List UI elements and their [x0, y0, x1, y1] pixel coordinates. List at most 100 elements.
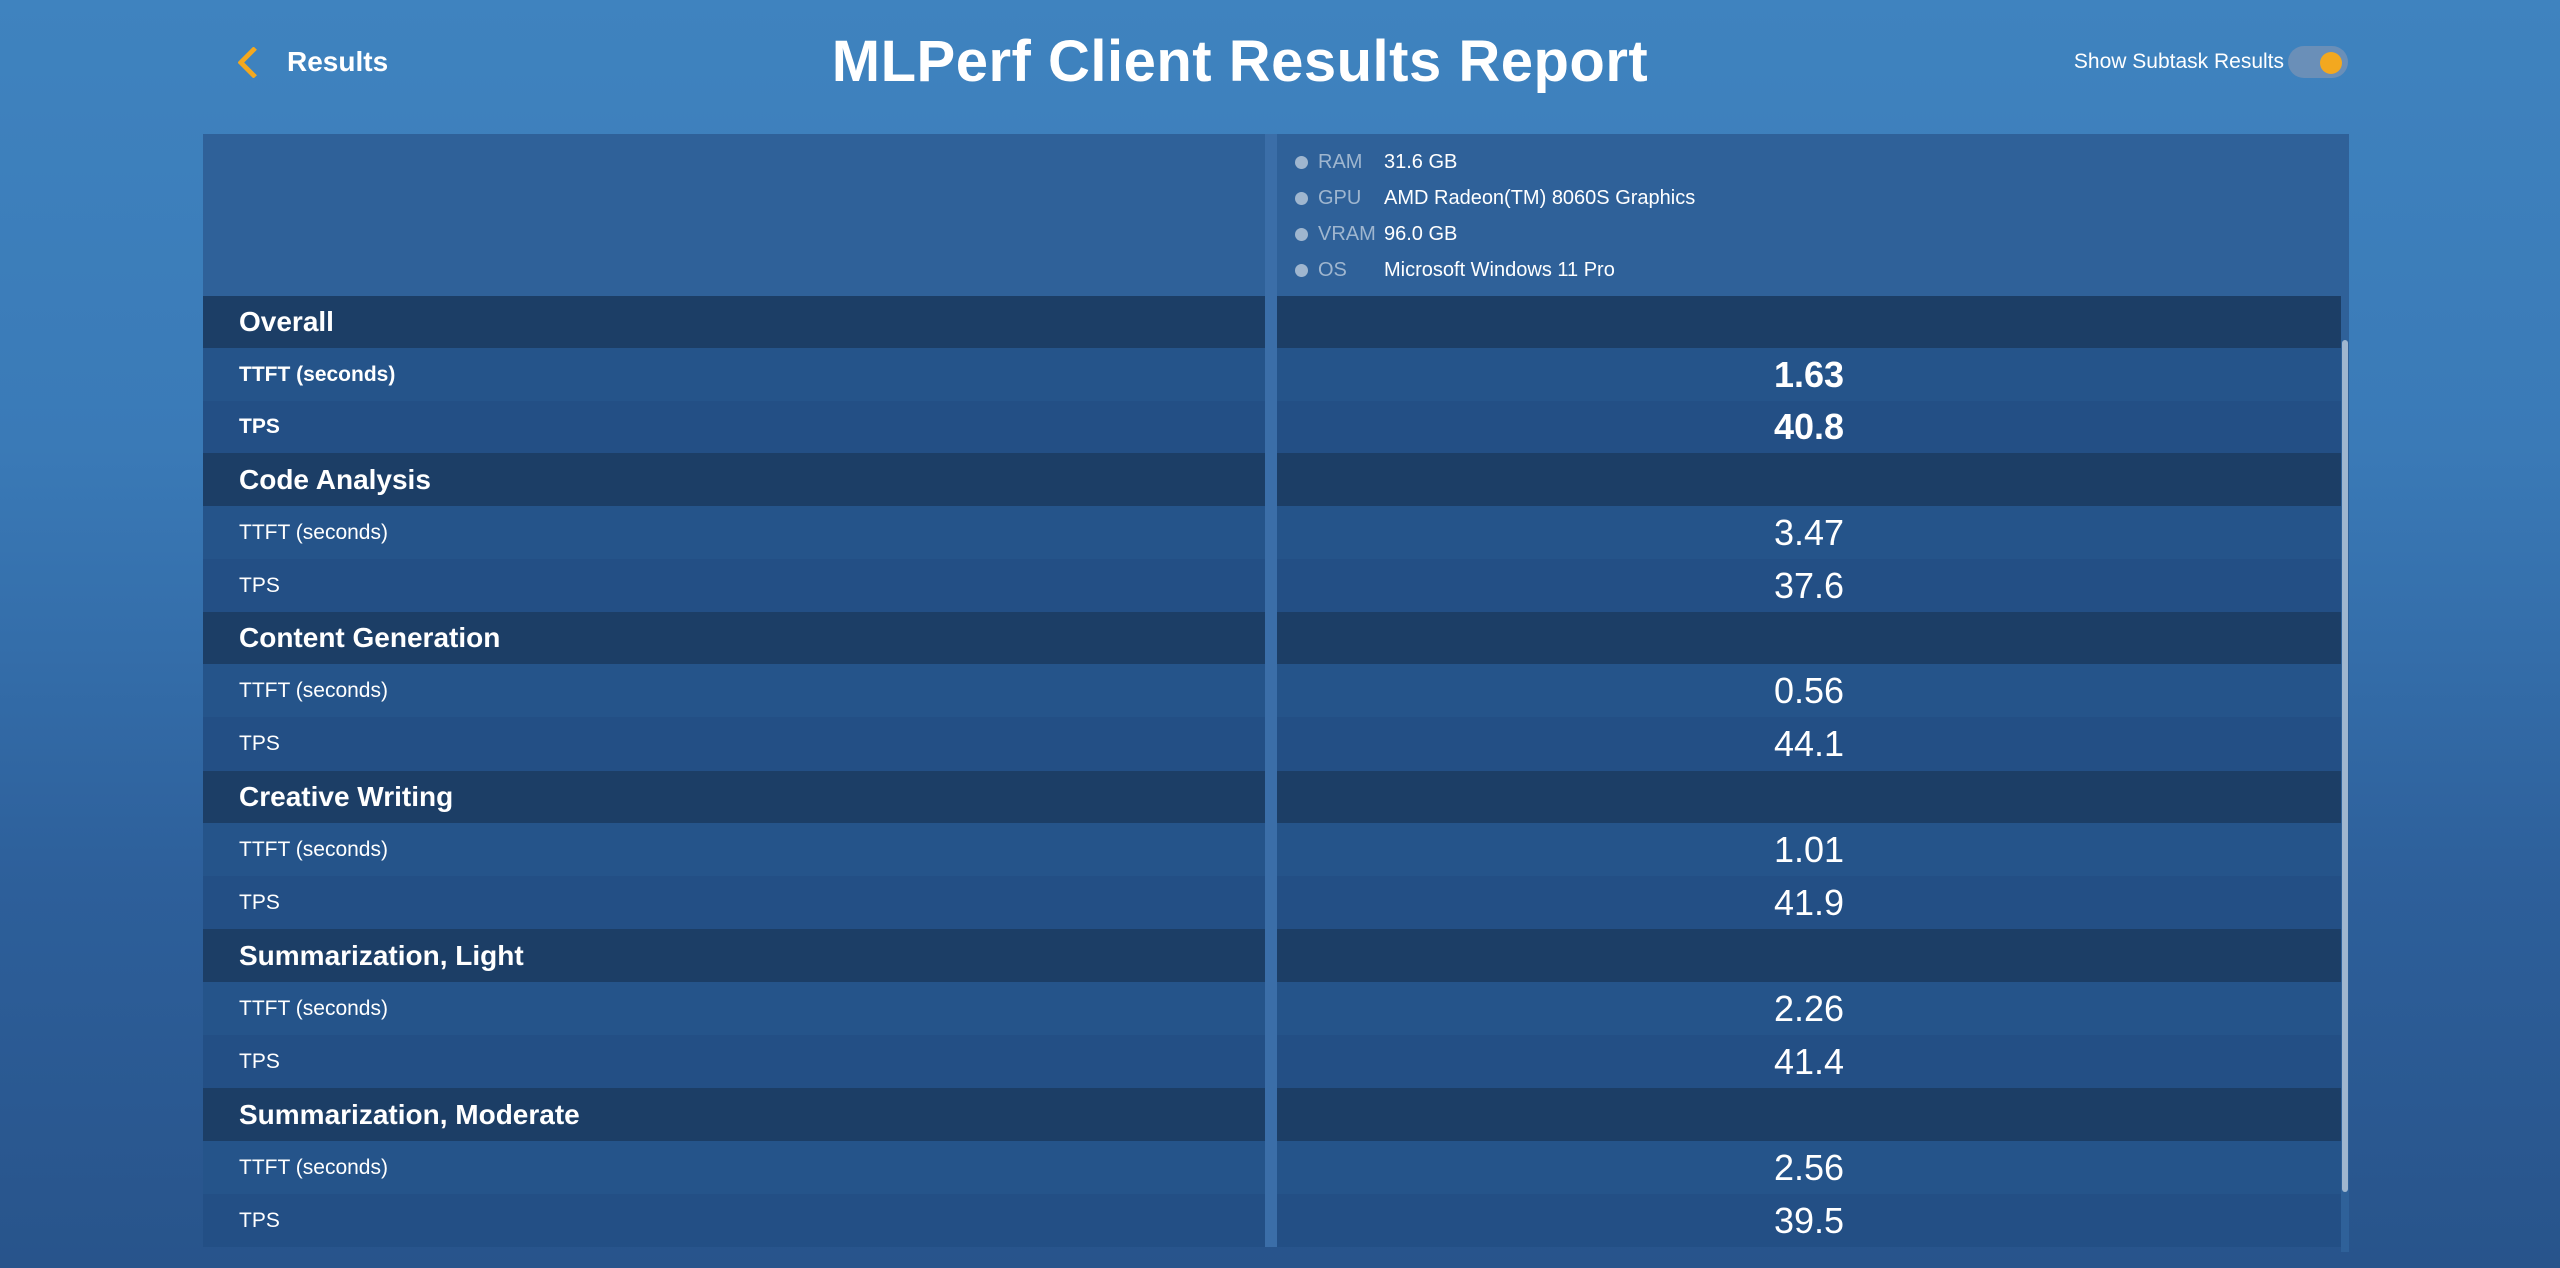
- column-divider: [1265, 506, 1277, 559]
- back-button[interactable]: Results: [234, 42, 388, 82]
- spec-os: OS Microsoft Windows 11 Pro: [1295, 252, 2341, 288]
- section-header-overall: Overall: [203, 296, 2341, 348]
- metric-label: TTFT (seconds): [203, 506, 1265, 559]
- column-divider: [1265, 1088, 1277, 1141]
- metric-label: TPS: [203, 876, 1265, 929]
- metric-value: 41.9: [1277, 876, 2341, 929]
- section-title: Overall: [203, 296, 1265, 348]
- column-divider: [1265, 401, 1277, 453]
- system-info-row: RAM 31.6 GB GPU AMD Radeon(TM) 8060S Gra…: [203, 134, 2341, 296]
- metric-label: TPS: [203, 717, 1265, 771]
- metric-label: TTFT (seconds): [203, 664, 1265, 717]
- spec-gpu: GPU AMD Radeon(TM) 8060S Graphics: [1295, 180, 2341, 216]
- back-label: Results: [287, 46, 389, 77]
- table-row: TTFT (seconds) 2.26: [203, 982, 2341, 1035]
- table-row: TTFT (seconds) 0.56: [203, 664, 2341, 717]
- column-divider: [1265, 134, 1277, 296]
- spec-value: Microsoft Windows 11 Pro: [1384, 258, 1615, 281]
- spec-key: VRAM: [1318, 222, 1376, 245]
- table-row: TTFT (seconds) 1.63: [203, 348, 2341, 401]
- metric-label: TPS: [203, 401, 1265, 453]
- system-info-left-cell: [203, 134, 1265, 296]
- section-header-creative-writing: Creative Writing: [203, 771, 2341, 823]
- spec-ram: RAM 31.6 GB: [1295, 144, 2341, 180]
- metric-value: 3.47: [1277, 506, 2341, 559]
- toggle-label: Show Subtask Results: [2073, 50, 2284, 73]
- section-header-summarization-light: Summarization, Light: [203, 929, 2341, 982]
- metric-value: 41.4: [1277, 1035, 2341, 1088]
- table-row: TPS 44.1: [203, 717, 2341, 771]
- table-row: TTFT (seconds) 3.47: [203, 506, 2341, 559]
- section-header-value-cell: [1277, 453, 2341, 506]
- bullet-icon: [1295, 227, 1308, 241]
- column-divider: [1265, 453, 1277, 506]
- section-title: Creative Writing: [203, 771, 1265, 823]
- system-specs: RAM 31.6 GB GPU AMD Radeon(TM) 8060S Gra…: [1277, 134, 2341, 296]
- column-divider: [1265, 1141, 1277, 1194]
- show-subtask-toggle[interactable]: [2288, 46, 2348, 78]
- table-row: TPS 39.5: [203, 1194, 2341, 1247]
- spec-value: 31.6 GB: [1384, 150, 1458, 173]
- spec-value: 96.0 GB: [1384, 222, 1458, 245]
- column-divider: [1265, 929, 1277, 982]
- section-header-value-cell: [1277, 771, 2341, 823]
- metric-value: 1.63: [1277, 348, 2341, 401]
- subtask-toggle-group: Show Subtask Results: [2074, 44, 2348, 80]
- metric-value: 0.56: [1277, 664, 2341, 717]
- section-title: Summarization, Moderate: [203, 1088, 1265, 1141]
- column-divider: [1265, 348, 1277, 401]
- metric-label: TPS: [203, 1035, 1265, 1088]
- metric-label: TPS: [203, 559, 1265, 612]
- section-header-value-cell: [1277, 929, 2341, 982]
- column-divider: [1265, 982, 1277, 1035]
- page-title: MLPerf Client Results Report: [831, 29, 1649, 94]
- table-row: TPS 40.8: [203, 401, 2341, 453]
- column-divider: [1265, 296, 1277, 348]
- metric-label: TTFT (seconds): [203, 348, 1265, 401]
- metric-label: TTFT (seconds): [203, 982, 1265, 1035]
- vertical-scrollbar[interactable]: [2341, 134, 2349, 1252]
- column-divider: [1265, 612, 1277, 664]
- bullet-icon: [1295, 263, 1308, 277]
- column-divider: [1265, 717, 1277, 771]
- spec-key: GPU: [1318, 186, 1362, 209]
- section-header-value-cell: [1277, 296, 2341, 348]
- spec-key: RAM: [1318, 150, 1363, 173]
- column-divider: [1265, 559, 1277, 612]
- metric-value: 40.8: [1277, 401, 2341, 453]
- spec-vram: VRAM 96.0 GB: [1295, 216, 2341, 252]
- column-divider: [1265, 1194, 1277, 1247]
- table-row: TTFT (seconds) 2.56: [203, 1141, 2341, 1194]
- metric-label: TTFT (seconds): [203, 1141, 1265, 1194]
- column-divider: [1265, 823, 1277, 876]
- column-divider: [1265, 771, 1277, 823]
- section-header-summarization-moderate: Summarization, Moderate: [203, 1088, 2341, 1141]
- bullet-icon: [1295, 191, 1308, 205]
- section-header-code-analysis: Code Analysis: [203, 453, 2341, 506]
- metric-label: TPS: [203, 1194, 1265, 1247]
- metric-value: 2.56: [1277, 1141, 2341, 1194]
- spec-key: OS: [1318, 258, 1347, 281]
- table-row: TPS 41.9: [203, 876, 2341, 929]
- section-title: Content Generation: [203, 612, 1265, 664]
- section-title: Code Analysis: [203, 453, 1265, 506]
- scrollbar-thumb[interactable]: [2342, 340, 2348, 1192]
- metric-label: TTFT (seconds): [203, 823, 1265, 876]
- column-divider: [1265, 1035, 1277, 1088]
- table-row: TTFT (seconds) 1.01: [203, 823, 2341, 876]
- column-divider: [1265, 664, 1277, 717]
- bullet-icon: [1295, 155, 1308, 169]
- section-title: Summarization, Light: [203, 929, 1265, 982]
- table-row: TPS 37.6: [203, 559, 2341, 612]
- metric-value: 1.01: [1277, 823, 2341, 876]
- toggle-knob: [2320, 52, 2342, 74]
- table-row: TPS 41.4: [203, 1035, 2341, 1088]
- metric-value: 39.5: [1277, 1194, 2341, 1247]
- metric-value: 2.26: [1277, 982, 2341, 1035]
- metric-value: 44.1: [1277, 717, 2341, 771]
- spec-value: AMD Radeon(TM) 8060S Graphics: [1384, 186, 1696, 209]
- section-header-content-generation: Content Generation: [203, 612, 2341, 664]
- section-header-value-cell: [1277, 1088, 2341, 1141]
- section-header-value-cell: [1277, 612, 2341, 664]
- metric-value: 37.6: [1277, 559, 2341, 612]
